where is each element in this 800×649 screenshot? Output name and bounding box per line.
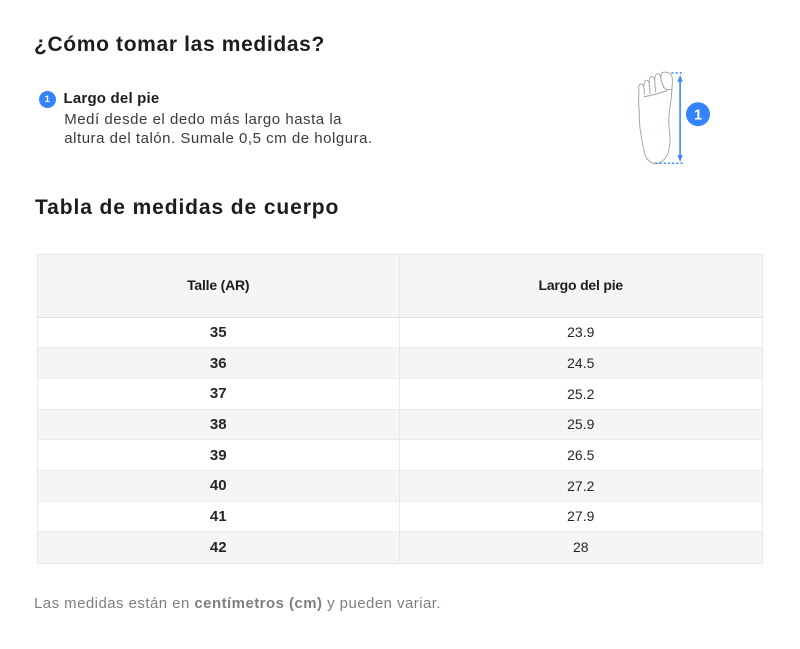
svg-text:1: 1 xyxy=(694,107,702,123)
